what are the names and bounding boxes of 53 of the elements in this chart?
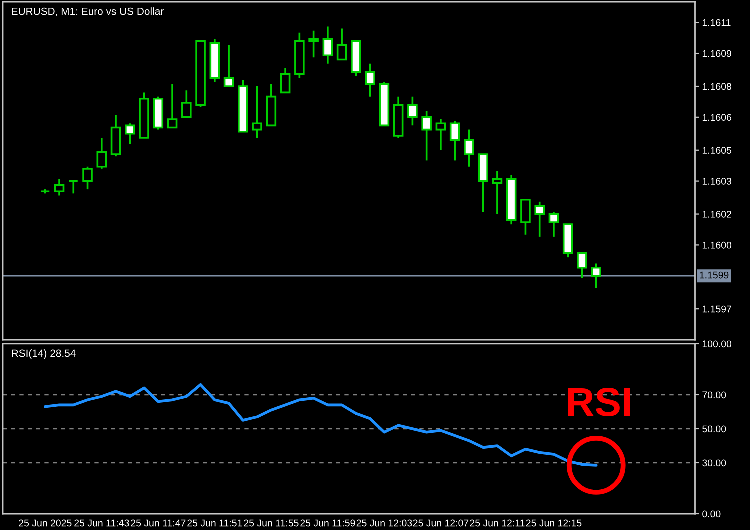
candlestick xyxy=(224,44,234,88)
ref-line-label: 1.1599 xyxy=(700,272,729,279)
candlestick xyxy=(182,90,192,118)
candlestick xyxy=(82,166,93,190)
y-tick-label: 1.1602 xyxy=(702,211,732,218)
candlestick xyxy=(365,62,376,98)
y-tick-label: 1.1606 xyxy=(702,114,732,122)
candlestick xyxy=(464,128,474,168)
candlestick xyxy=(336,28,348,61)
y-tick-label: 1.1597 xyxy=(702,306,732,313)
candlestick xyxy=(492,170,503,216)
candlestick xyxy=(450,120,460,162)
candlestick xyxy=(591,262,602,290)
candlestick xyxy=(548,211,560,238)
candlestick xyxy=(322,26,334,65)
x-tick-label: 25 Jun 12:03 xyxy=(356,520,412,527)
y-tick-label: 70.00 xyxy=(702,392,726,399)
candlestick xyxy=(96,137,108,170)
candlestick xyxy=(167,84,178,129)
x-tick-label: 25 Jun 12:07 xyxy=(413,520,469,527)
x-tick-label: 25 Jun 11:51 xyxy=(188,520,242,527)
y-tick-label: 1.1605 xyxy=(702,147,732,154)
candlestick xyxy=(534,201,545,238)
candlestick xyxy=(280,67,291,94)
x-tick-label: 25 Jun 2025 xyxy=(19,520,72,527)
candlestick xyxy=(436,118,446,152)
candlestick xyxy=(125,122,136,146)
x-tick-label: 25 Jun 11:55 xyxy=(244,520,299,527)
y-tick-label: 1.1609 xyxy=(702,50,732,58)
y-tick-label: 30.00 xyxy=(702,460,726,467)
y-tick-label: 1.1608 xyxy=(702,83,732,90)
x-tick-label: 25 Jun 11:59 xyxy=(300,520,356,527)
candlestick xyxy=(408,96,418,127)
x-tick-label: 25 Jun 11:47 xyxy=(131,520,186,527)
x-tick-label: 25 Jun 11:43 xyxy=(74,520,130,527)
candlestick xyxy=(422,110,432,162)
candlestick xyxy=(577,252,588,280)
x-tick-label: 25 Jun 12:11 xyxy=(470,520,525,527)
y-tick-label: 1.1600 xyxy=(702,242,732,249)
candlestick xyxy=(520,198,531,236)
candlestick xyxy=(308,30,319,59)
y-tick-label: 50.00 xyxy=(702,426,726,433)
annotation: RSI xyxy=(568,388,630,417)
y-tick-label: 100.00 xyxy=(702,340,732,348)
y-tick-label: 1.1611 xyxy=(702,19,731,26)
y-tick-label: 1.1603 xyxy=(702,178,732,185)
candlestick xyxy=(68,180,79,195)
candlestick xyxy=(252,86,262,139)
chart-title: RSI(14) 28.54 xyxy=(12,350,76,360)
y-tick-label: 0.00 xyxy=(702,510,721,518)
chart-title: EURUSD, M1: Euro vs US Dollar xyxy=(12,8,164,16)
x-tick-label: 25 Jun 12:15 xyxy=(526,520,582,527)
candlestick xyxy=(54,178,65,197)
